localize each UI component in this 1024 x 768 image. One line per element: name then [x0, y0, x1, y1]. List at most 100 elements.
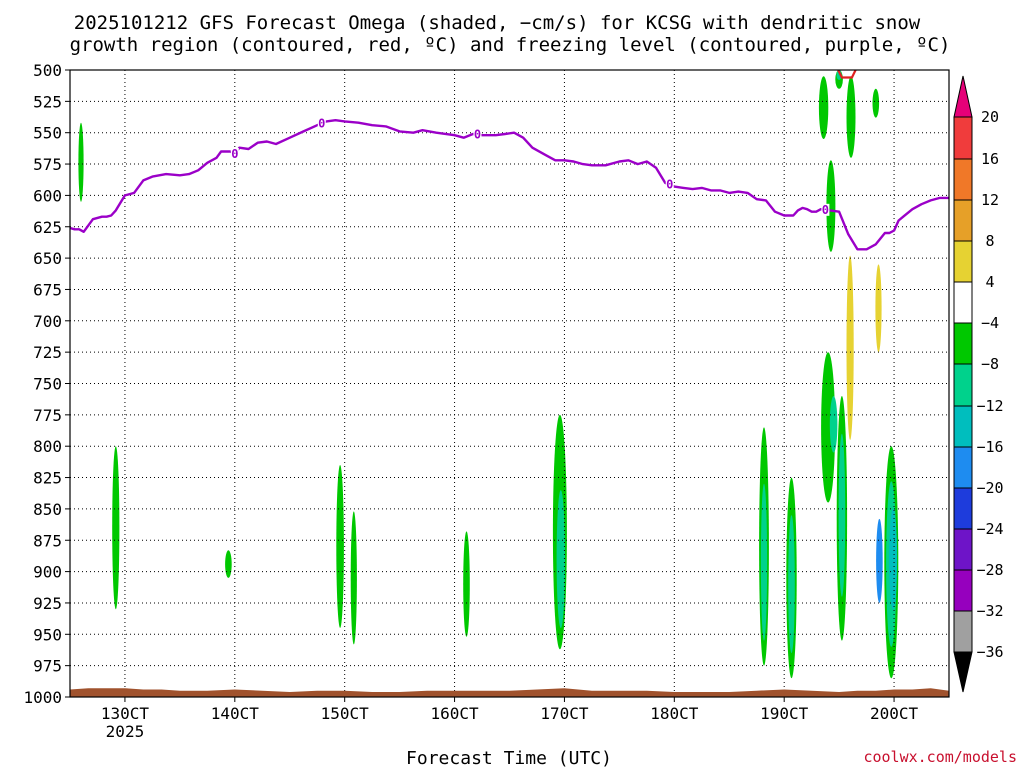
omega-region [79, 468, 85, 499]
colorbar-label: −36 [976, 643, 1003, 661]
colorbar-label: 12 [981, 191, 999, 209]
freezing-level-line [69, 118, 949, 251]
colorbar-swatch [953, 158, 973, 201]
colorbar-swatch [953, 199, 973, 242]
omega-region [463, 531, 470, 637]
chart-title-line-2: growth region (contoured, red, ºC) and f… [70, 34, 951, 56]
y-tick-label: 850 [33, 500, 62, 519]
omega-region [804, 70, 814, 111]
colorbar-swatch [953, 240, 973, 283]
omega-region [350, 511, 357, 645]
omega-region [846, 76, 856, 158]
chart-title-line-1: 2025101212 GFS Forecast Omega (shaded, −… [74, 12, 921, 34]
omega-region [875, 264, 882, 353]
x-tick-label: 130CT [101, 704, 150, 723]
omega-region [122, 477, 132, 647]
omega-region [829, 396, 838, 453]
omega-region [806, 220, 816, 415]
omega-region [876, 518, 883, 603]
freezing-level-label: 0 [231, 147, 238, 161]
colorbar-label: 20 [981, 108, 999, 126]
y-tick-label: 825 [33, 469, 62, 488]
y-tick-label: 725 [33, 343, 62, 362]
x-tick-label: 190CT [760, 704, 809, 723]
freezing-label-bg [821, 203, 830, 216]
omega-region [818, 76, 829, 139]
y-tick-label: 800 [33, 437, 62, 456]
colorbar-swatch [953, 281, 973, 324]
omega-region [556, 490, 565, 629]
freezing-label-bg [473, 128, 482, 141]
colorbar-swatch [953, 487, 973, 530]
colorbar-bottom-arrow [953, 651, 973, 693]
x-tick-label: 150CT [321, 704, 370, 723]
freezing-level-label: 0 [318, 116, 325, 130]
omega-region [759, 85, 768, 164]
colorbar-label: −4 [981, 314, 999, 332]
colorbar-label: −32 [976, 602, 1003, 620]
y-tick-label: 650 [33, 249, 62, 268]
freezing-label-bg [317, 117, 326, 130]
freezing-level-contour: 0 0 0 0 0 [69, 116, 949, 251]
x-axis-label: Forecast Time (UTC) [406, 748, 612, 768]
y-tick-label: 900 [33, 563, 62, 582]
omega-region [872, 88, 880, 118]
omega-shading [70, 70, 899, 679]
colorbar-label: −8 [981, 355, 999, 373]
omega-region [78, 122, 84, 202]
colorbar-swatch [953, 363, 973, 407]
snow-growth-contour [837, 69, 857, 79]
colorbar-swatch [953, 405, 973, 448]
y-tick-label: 550 [33, 124, 62, 143]
colorbar-label: −28 [976, 561, 1003, 579]
snow-growth-line [837, 69, 857, 79]
omega-region [788, 515, 795, 654]
x-tick-label: 160CT [430, 704, 479, 723]
omega-region [112, 446, 120, 610]
x-tick-label: 200CT [870, 704, 919, 723]
omega-region [846, 255, 854, 440]
freezing-label-bg [665, 178, 674, 191]
y-tick-label: 950 [33, 625, 62, 644]
omega-region [219, 70, 227, 111]
y-tick-label: 975 [33, 657, 62, 676]
colorbar-label: 16 [981, 150, 999, 168]
omega-region [111, 235, 118, 306]
omega-region [889, 508, 898, 610]
colorbar-label: −20 [976, 479, 1003, 497]
omega-region [241, 486, 247, 637]
plot-area [70, 70, 949, 697]
y-tick-label: 500 [33, 61, 62, 80]
freezing-level-label: 0 [822, 203, 829, 217]
omega-region [760, 483, 768, 641]
omega-region [235, 138, 241, 231]
freezing-label-bg [230, 148, 239, 161]
colorbar-top-arrow [953, 75, 973, 118]
omega-region [70, 364, 76, 378]
omega-region [826, 160, 836, 252]
colorbar: 20 16 12 8 4 −4 −8 −12 −16 −20 −24 −28 −32 −36 [953, 75, 1004, 693]
colorbar-label: 8 [985, 232, 994, 250]
y-tick-label: 600 [33, 186, 62, 205]
omega-region [778, 182, 787, 277]
freezing-level-label: 0 [474, 128, 481, 142]
omega-region [449, 452, 458, 657]
y-tick-label: 625 [33, 218, 62, 237]
y-tick-label: 700 [33, 312, 62, 331]
colorbar-swatch [953, 446, 973, 489]
y-tick-label: 750 [33, 375, 62, 394]
x-tick-label: 140CT [211, 704, 260, 723]
x-tick-sublabel: 2025 [106, 722, 145, 741]
y-tick-label: 925 [33, 594, 62, 613]
terrain-fill [70, 688, 949, 697]
omega-region [821, 352, 836, 503]
grid-lines [70, 70, 949, 697]
terrain [70, 688, 949, 697]
omega-region [838, 433, 846, 597]
y-tick-label: 875 [33, 531, 62, 550]
colorbar-swatch [953, 569, 973, 612]
colorbar-label: −12 [976, 397, 1003, 415]
x-tick-label: 170CT [540, 704, 589, 723]
